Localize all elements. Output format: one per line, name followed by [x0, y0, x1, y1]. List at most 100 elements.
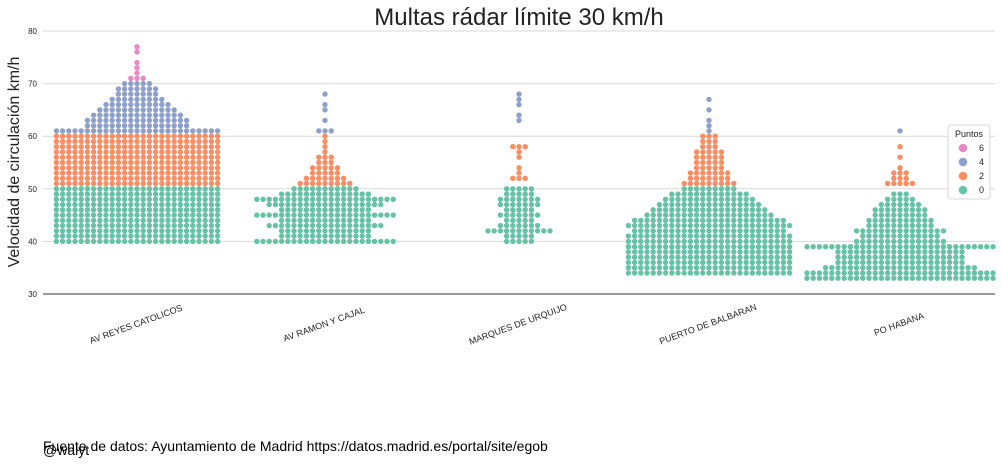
data-point	[97, 238, 103, 245]
data-point	[128, 217, 134, 224]
data-point	[78, 228, 84, 234]
data-point	[103, 201, 109, 208]
data-point	[687, 254, 694, 260]
data-point	[72, 144, 78, 150]
data-point	[328, 191, 334, 197]
data-point	[700, 233, 706, 239]
data-point	[510, 233, 516, 239]
data-point	[285, 233, 291, 239]
data-point	[84, 149, 91, 155]
data-point	[183, 159, 190, 166]
data-point	[866, 275, 872, 281]
data-point	[159, 112, 165, 118]
data-point	[190, 180, 196, 187]
data-point	[347, 228, 353, 234]
data-point	[675, 244, 681, 250]
data-point	[291, 222, 297, 229]
data-point	[159, 191, 165, 197]
data-point	[743, 191, 749, 197]
data-point	[359, 217, 365, 224]
data-point	[712, 144, 718, 150]
data-point	[66, 186, 72, 192]
data-point	[718, 191, 725, 197]
data-point	[749, 196, 756, 202]
data-point	[134, 86, 140, 92]
data-point	[309, 212, 316, 218]
data-point	[774, 217, 780, 224]
data-point	[72, 154, 78, 160]
data-point	[884, 238, 891, 245]
data-point	[146, 222, 153, 229]
data-point	[303, 228, 310, 234]
data-point	[915, 254, 922, 260]
data-point	[638, 222, 644, 229]
data-point	[165, 201, 171, 208]
data-point	[928, 270, 934, 276]
data-point	[700, 186, 706, 192]
data-point	[934, 249, 940, 255]
data-point	[183, 233, 190, 239]
data-point	[202, 217, 208, 224]
data-point	[712, 180, 718, 187]
data-point	[718, 175, 725, 181]
data-point	[53, 154, 60, 160]
data-point	[128, 170, 134, 176]
data-point	[724, 175, 731, 181]
data-point	[718, 228, 725, 234]
data-point	[706, 170, 712, 176]
data-point	[84, 154, 91, 160]
data-point	[78, 175, 84, 181]
data-point	[59, 180, 66, 187]
data-point	[940, 228, 947, 234]
data-point	[322, 201, 328, 208]
data-point	[53, 207, 60, 213]
data-point	[340, 201, 347, 208]
data-point	[687, 233, 694, 239]
data-point	[724, 233, 731, 239]
data-point	[731, 217, 737, 224]
data-point	[297, 233, 303, 239]
data-point	[322, 217, 328, 224]
data-point	[121, 144, 128, 150]
data-point	[134, 128, 140, 134]
data-point	[700, 165, 706, 171]
data-point	[196, 222, 202, 229]
data-point	[97, 117, 103, 124]
data-point	[121, 123, 128, 129]
data-point	[503, 196, 510, 202]
data-point	[915, 201, 922, 208]
data-point	[152, 101, 159, 108]
data-point	[53, 191, 60, 197]
data-point	[278, 233, 285, 239]
data-point	[946, 244, 953, 250]
data-point	[115, 201, 122, 208]
data-point	[528, 233, 535, 239]
data-point	[693, 159, 700, 166]
data-point	[183, 175, 190, 181]
data-point	[891, 228, 897, 234]
data-point	[121, 186, 128, 192]
data-point	[285, 217, 291, 224]
data-point	[208, 149, 215, 155]
data-point	[202, 212, 208, 218]
data-point	[140, 149, 146, 155]
data-point	[128, 159, 134, 166]
data-point	[656, 244, 663, 250]
data-point	[183, 212, 190, 218]
data-point	[503, 228, 510, 234]
data-point	[675, 222, 681, 229]
data-point	[196, 196, 202, 202]
data-point	[322, 180, 328, 187]
data-point	[768, 238, 774, 245]
data-point	[706, 212, 712, 218]
data-point	[669, 270, 675, 276]
data-point	[340, 175, 347, 181]
data-point	[140, 191, 146, 197]
data-point	[303, 186, 310, 192]
data-point	[159, 154, 165, 160]
data-point	[84, 180, 91, 187]
data-point	[152, 112, 159, 118]
data-point	[737, 207, 743, 213]
data-point	[121, 228, 128, 234]
data-point	[266, 212, 272, 218]
